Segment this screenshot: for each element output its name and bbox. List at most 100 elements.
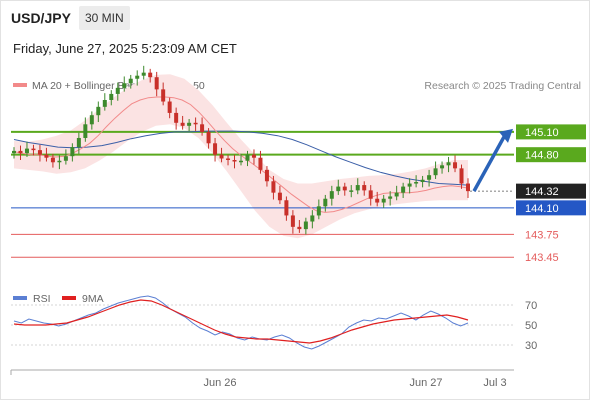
rsi-tick-50: 50 bbox=[525, 320, 537, 332]
candle-body bbox=[70, 147, 75, 157]
candle-body bbox=[31, 148, 36, 151]
rsi-ma-legend-label: 9MA bbox=[82, 293, 104, 305]
timeframe-badge[interactable]: 30 MIN bbox=[79, 6, 130, 30]
candle-body bbox=[161, 89, 166, 102]
x-tick-jun-27: Jun 27 bbox=[409, 377, 442, 389]
rsi-legend-swatch bbox=[13, 296, 27, 300]
candle-body bbox=[277, 192, 282, 201]
candle-body bbox=[290, 215, 295, 227]
level-label-144-32: 144.32 bbox=[525, 186, 559, 198]
candle-body bbox=[323, 198, 328, 207]
candle-body bbox=[440, 165, 445, 169]
rsi-tick-30: 30 bbox=[525, 340, 537, 352]
candle-body bbox=[381, 198, 386, 203]
candle-body bbox=[83, 124, 88, 138]
candle-body bbox=[122, 83, 127, 88]
candle-body bbox=[362, 185, 367, 191]
candle-body bbox=[180, 122, 185, 126]
candle-body bbox=[414, 182, 419, 184]
level-label-box-144-80 bbox=[516, 147, 586, 163]
x-tick-jul-3: Jul 3 bbox=[483, 377, 506, 389]
candle-body bbox=[219, 154, 224, 159]
level-label-box-144-32 bbox=[516, 183, 586, 199]
candle-body bbox=[251, 154, 256, 158]
timestamp: Friday, June 27, 2025 5:23:09 AM CET bbox=[13, 41, 237, 56]
candle-body bbox=[141, 72, 146, 76]
candle-body bbox=[148, 72, 153, 78]
candle-body bbox=[245, 154, 250, 161]
candle-body bbox=[76, 137, 81, 148]
candle-body bbox=[167, 101, 172, 113]
rsi-ma-line bbox=[13, 299, 469, 344]
candle-body bbox=[264, 169, 269, 182]
candle-body bbox=[89, 115, 94, 125]
candle-body bbox=[303, 221, 308, 230]
candle-body bbox=[12, 150, 16, 154]
level-label-143-75: 143.75 bbox=[525, 229, 559, 241]
candle-body bbox=[115, 87, 120, 94]
candle-body bbox=[466, 183, 470, 192]
rsi-line bbox=[13, 295, 469, 350]
candle-body bbox=[174, 112, 179, 123]
candle-body bbox=[135, 75, 140, 79]
candle-body bbox=[368, 190, 373, 199]
candle-body bbox=[349, 190, 354, 192]
candle-body bbox=[433, 168, 438, 176]
candle-body bbox=[232, 160, 237, 162]
candle-body bbox=[284, 200, 289, 216]
candle-body bbox=[63, 156, 68, 161]
candle-body bbox=[50, 157, 55, 163]
candle-body bbox=[375, 198, 380, 203]
candle-body bbox=[427, 175, 432, 180]
candle-body bbox=[355, 185, 360, 191]
level-label-145-10: 145.10 bbox=[525, 127, 559, 139]
projection-arrow-shaft bbox=[472, 136, 506, 192]
candle-body bbox=[102, 100, 107, 107]
candle-body bbox=[96, 106, 101, 116]
candles bbox=[12, 65, 470, 235]
candle-body bbox=[18, 150, 23, 154]
candle-body bbox=[407, 183, 412, 187]
legend-ma20-swatch bbox=[13, 83, 27, 88]
candle-body bbox=[401, 186, 406, 193]
symbol-label: USD/JPY bbox=[11, 10, 71, 26]
candle-body bbox=[258, 157, 263, 170]
candle-body bbox=[329, 191, 334, 199]
candle-body bbox=[336, 186, 341, 192]
rsi-tick-70: 70 bbox=[525, 300, 537, 312]
candle-body bbox=[388, 196, 393, 199]
candle-body bbox=[316, 206, 321, 216]
candle-body bbox=[154, 77, 159, 90]
level-label-box-145-10 bbox=[516, 124, 586, 140]
copyright: Research © 2025 Trading Central bbox=[424, 80, 581, 92]
candle-body bbox=[44, 154, 49, 158]
level-label-144-10: 144.10 bbox=[525, 203, 559, 215]
candle-body bbox=[128, 78, 133, 84]
level-label-143-45: 143.45 bbox=[525, 252, 559, 264]
candle-body bbox=[200, 124, 205, 132]
ma50-line bbox=[13, 130, 469, 186]
candle-body bbox=[57, 160, 62, 163]
candle-body bbox=[446, 162, 451, 166]
candle-body bbox=[239, 160, 243, 163]
candle-body bbox=[24, 148, 29, 154]
rsi-legend: RSI 9MA bbox=[13, 293, 104, 305]
candle-body bbox=[459, 168, 464, 184]
candle-body bbox=[310, 215, 315, 222]
candle-body bbox=[297, 226, 302, 230]
candle-body bbox=[342, 186, 347, 191]
x-tick-jun-26: Jun 26 bbox=[203, 377, 236, 389]
projection-arrow-head bbox=[499, 128, 513, 143]
candle-body bbox=[206, 131, 211, 144]
level-label-box-144-10 bbox=[516, 200, 586, 216]
candle-body bbox=[271, 181, 276, 193]
candle-body bbox=[420, 179, 425, 183]
candle-body bbox=[226, 158, 231, 160]
chart-header: USD/JPY 30 MIN bbox=[0, 0, 590, 36]
candle-body bbox=[394, 192, 399, 197]
candle-body bbox=[193, 122, 198, 125]
candle-body bbox=[187, 122, 192, 126]
candle-body bbox=[37, 150, 42, 155]
candle-body bbox=[453, 162, 458, 169]
